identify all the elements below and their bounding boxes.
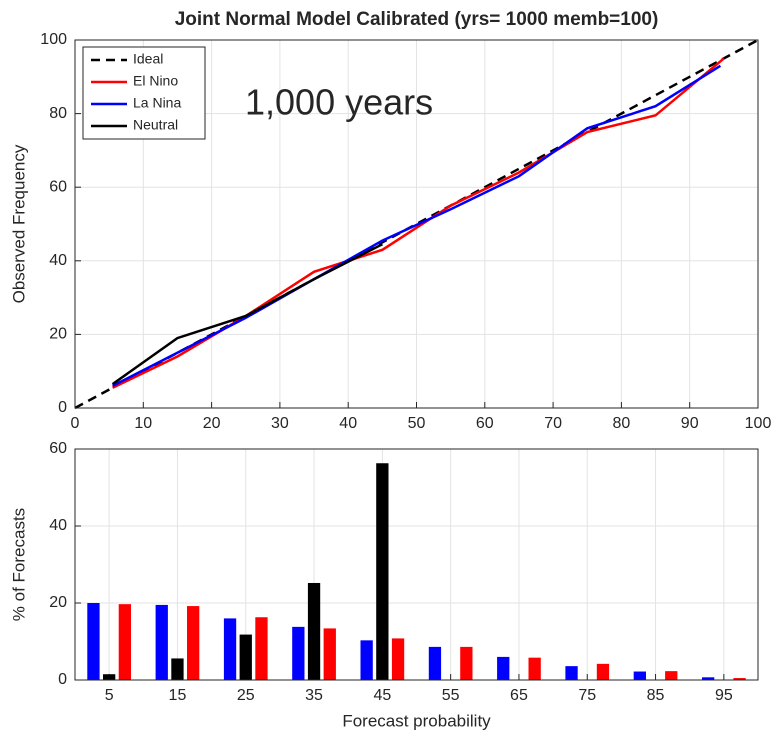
x-tick-label: 85 [647, 687, 665, 704]
bar [633, 671, 646, 680]
x-tick-label: 60 [476, 415, 494, 432]
bar [391, 638, 405, 680]
x-tick-label: 55 [442, 687, 460, 704]
bar [103, 674, 116, 680]
bar [733, 678, 746, 680]
bar [360, 640, 373, 680]
y-tick-label: 20 [49, 594, 67, 611]
axes-frame [74, 39, 759, 409]
bar [171, 658, 184, 680]
bar [118, 604, 132, 680]
annotation: 1,000 years [245, 82, 433, 123]
x-tick-label: 90 [681, 415, 699, 432]
bar [428, 646, 442, 680]
bar [292, 626, 305, 680]
x-tick-label: 95 [715, 687, 733, 704]
x-tick-label: 5 [105, 687, 114, 704]
x-tick-label: 20 [203, 415, 221, 432]
axes-frame [74, 448, 759, 681]
legend-label: El Nino [133, 73, 178, 89]
x-axis-label: Forecast probability [342, 711, 491, 730]
bar [87, 603, 100, 680]
x-tick-label: 75 [578, 687, 596, 704]
x-tick-label: 100 [745, 415, 772, 432]
legend-label: Ideal [133, 51, 163, 67]
x-tick-label: 35 [305, 687, 323, 704]
bar [528, 657, 541, 680]
y-tick-label: 40 [49, 252, 67, 269]
x-tick-label: 40 [339, 415, 357, 432]
x-tick-label: 25 [237, 687, 255, 704]
bar [155, 604, 168, 680]
legend-label: La Nina [133, 95, 181, 111]
x-tick-label: 80 [613, 415, 631, 432]
bar [187, 606, 200, 680]
y-axis-label: Observed Frequency [9, 144, 28, 303]
x-tick-label: 0 [71, 415, 80, 432]
bar [596, 663, 610, 680]
bar [460, 646, 473, 680]
y-axis-label: % of Forecasts [9, 508, 28, 621]
y-tick-label: 0 [58, 671, 67, 688]
x-tick-label: 50 [408, 415, 426, 432]
bar [376, 463, 389, 680]
x-tick-label: 45 [373, 687, 391, 704]
chart-title: Joint Normal Model Calibrated (yrs= 1000… [175, 9, 659, 30]
y-tick-label: 80 [49, 105, 67, 122]
x-tick-label: 10 [134, 415, 152, 432]
y-tick-label: 0 [58, 399, 67, 416]
y-tick-label: 60 [49, 440, 67, 457]
legend-label: Neutral [133, 117, 178, 133]
bar [255, 617, 268, 680]
x-tick-label: 15 [169, 687, 187, 704]
y-tick-label: 60 [49, 178, 67, 195]
y-tick-label: 20 [49, 326, 67, 343]
y-tick-label: 100 [40, 31, 67, 48]
legend-box [82, 46, 206, 140]
bar [307, 582, 321, 680]
bar [701, 677, 715, 680]
bar [497, 656, 510, 680]
bar [665, 671, 678, 680]
x-tick-label: 70 [544, 415, 562, 432]
data-line [74, 38, 759, 410]
x-tick-label: 30 [271, 415, 289, 432]
data-line [111, 243, 383, 386]
bar [239, 634, 252, 680]
data-line [112, 64, 722, 388]
x-tick-label: 65 [510, 687, 528, 704]
bar [223, 618, 237, 680]
bar [565, 666, 578, 680]
y-tick-label: 40 [49, 517, 67, 534]
bar [323, 628, 336, 680]
